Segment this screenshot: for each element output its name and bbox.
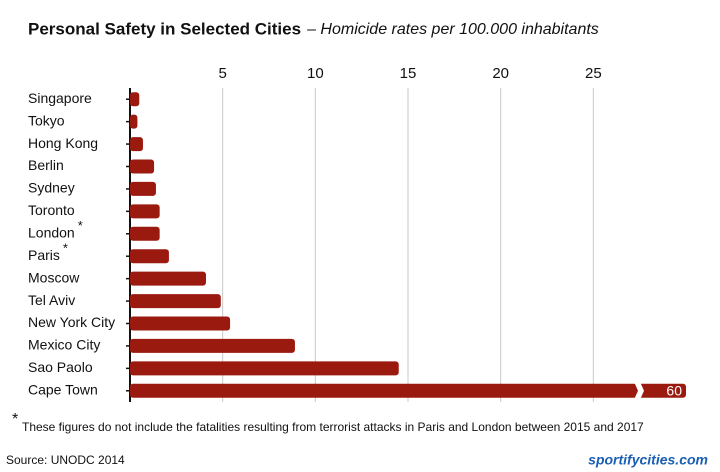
y-tick-label: Berlin: [28, 157, 64, 173]
y-tick-label: Sao Paolo: [28, 359, 93, 375]
bar: [130, 271, 206, 286]
chart-title: Personal Safety in Selected Cities: [28, 19, 301, 38]
bar: [130, 137, 143, 152]
y-tick-label: Tel Aviv: [28, 292, 75, 308]
y-tick-label: Cape Town: [28, 381, 98, 397]
bar: [130, 249, 169, 264]
x-tick-label: 15: [400, 65, 417, 82]
y-tick-label: Mexico City: [28, 337, 100, 353]
x-tick-label: 20: [492, 65, 509, 82]
bar: [130, 338, 295, 353]
y-tick-label: Paris: [28, 247, 60, 263]
y-tick-label: Sydney: [28, 180, 75, 196]
brand: sportifycities.com: [588, 452, 708, 468]
bar: [130, 383, 686, 398]
category-note: *: [63, 241, 68, 256]
y-tick-label: Moscow: [28, 269, 80, 285]
bar: [130, 204, 160, 219]
chart-subtitle: – Homicide rates per 100.000 inhabitants: [306, 21, 599, 38]
y-tick-label: Toronto: [28, 202, 75, 218]
bar: [130, 316, 231, 331]
x-tick-label: 5: [218, 65, 226, 82]
y-tick-label: Tokyo: [28, 112, 65, 128]
bar: [130, 181, 156, 196]
bar: [130, 159, 155, 174]
value-label: 60: [666, 382, 682, 398]
bar: [130, 294, 221, 309]
bar: [130, 361, 399, 376]
bar: [130, 226, 160, 241]
source: Source: UNODC 2014: [6, 453, 125, 467]
y-tick-label: New York City: [28, 314, 115, 330]
bar: [130, 114, 138, 129]
x-tick-label: 25: [585, 65, 602, 82]
x-tick-label: 10: [307, 65, 324, 82]
y-tick-label: Singapore: [28, 90, 92, 106]
category-note: *: [78, 218, 83, 233]
y-tick-label: London: [28, 224, 75, 240]
bar: [130, 92, 140, 107]
footnote-marker: *: [12, 411, 18, 428]
footnote-text: These figures do not include the fatalit…: [22, 420, 644, 434]
y-tick-label: Hong Kong: [28, 135, 98, 151]
axis-break: [634, 381, 644, 400]
